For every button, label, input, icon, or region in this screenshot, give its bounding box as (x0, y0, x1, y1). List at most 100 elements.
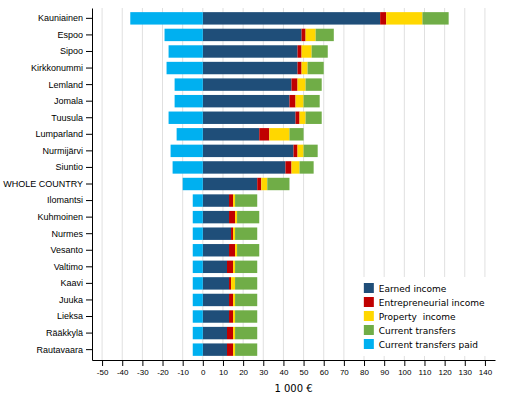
grid-line (162, 8, 163, 360)
grid-line (303, 8, 304, 360)
bar (235, 261, 257, 273)
bar (269, 128, 289, 140)
x-tick: 130 (459, 360, 473, 377)
bar (298, 78, 306, 90)
y-tick: Lieksa (57, 311, 92, 321)
bar (237, 211, 259, 223)
tick-label: Lumparland (35, 129, 83, 139)
y-tick: Jomala (54, 96, 92, 106)
legend: Earned incomeEntrepreneurial incomePrope… (358, 277, 491, 356)
plot: -50-40-30-20-100102030405060708090100110… (3, 8, 495, 377)
tick-mark (424, 360, 425, 366)
tick-mark (445, 360, 446, 366)
bar (203, 327, 227, 339)
bar (193, 277, 203, 289)
bar (302, 29, 306, 41)
tick-label: 110 (419, 368, 432, 377)
tick-mark (404, 360, 405, 366)
tick-mark (86, 299, 92, 300)
tick-label: -40 (117, 368, 129, 377)
tick-mark (102, 360, 103, 366)
x-axis: -50-40-30-20-100102030405060708090100110… (93, 360, 496, 377)
grid-line (102, 8, 103, 360)
tick-label: Nurmes (51, 229, 83, 239)
x-tick: 10 (219, 360, 228, 377)
bar (203, 343, 227, 355)
y-tick: Nurmes (51, 229, 92, 239)
bar (237, 244, 259, 256)
bar (233, 343, 235, 355)
bar (173, 161, 203, 173)
tick-label: Sipoo (60, 46, 83, 56)
bar (169, 112, 203, 124)
tick-mark (283, 360, 284, 366)
bar (233, 227, 235, 239)
tick-mark (203, 360, 204, 366)
bar (233, 294, 235, 306)
tick-label: Kaavi (60, 278, 83, 288)
bar (203, 261, 227, 273)
bar (165, 29, 203, 41)
bar (175, 95, 203, 107)
bar (233, 194, 235, 206)
legend-swatch (364, 297, 374, 307)
tick-mark (364, 360, 365, 366)
tick-mark (324, 360, 325, 366)
tick-mark (86, 184, 92, 185)
y-axis: KauniainenEspooSipooKirkkonummiLemlandJo… (3, 9, 92, 361)
tick-label: Lieksa (57, 311, 83, 321)
bar (193, 194, 203, 206)
tick-label: -30 (137, 368, 149, 377)
x-tick: 110 (419, 360, 432, 377)
bar (296, 95, 304, 107)
bar (203, 277, 229, 289)
bar (203, 178, 257, 190)
bar (285, 161, 291, 173)
bar (308, 62, 324, 74)
bar (304, 95, 320, 107)
tick-mark (86, 250, 92, 251)
tick-label: Kauniainen (38, 13, 83, 23)
bar (203, 244, 229, 256)
tick-label: Juuka (59, 295, 83, 305)
bar (193, 211, 203, 223)
bar (203, 128, 259, 140)
legend-item: Earned income (364, 283, 447, 294)
bar (203, 211, 229, 223)
bar (229, 310, 233, 322)
bar (203, 62, 298, 74)
tick-mark (183, 360, 184, 366)
bar (227, 261, 233, 273)
x-tick: 0 (201, 360, 206, 377)
tick-label: Siuntio (55, 162, 83, 172)
tick-mark (86, 233, 92, 234)
bar (291, 161, 299, 173)
bar (294, 145, 298, 157)
tick-label: -50 (97, 368, 109, 377)
tick-mark (384, 360, 385, 366)
y-tick: Kauniainen (38, 13, 92, 23)
tick-mark (86, 266, 92, 267)
bar (233, 261, 235, 273)
bar (300, 161, 314, 173)
y-tick: Valtimo (54, 262, 92, 272)
legend-swatch (364, 311, 374, 321)
tick-label: 130 (459, 368, 473, 377)
tick-label: 90 (380, 368, 389, 377)
x-tick: -20 (157, 360, 169, 377)
bar (203, 310, 229, 322)
legend-label: Current transfers paid (379, 340, 478, 350)
bar (203, 12, 380, 24)
tick-mark (344, 360, 345, 366)
tick-label: Vesanto (50, 245, 83, 255)
bar (203, 45, 298, 57)
x-tick: 60 (320, 360, 329, 377)
tick-mark (86, 34, 92, 35)
bar (193, 310, 203, 322)
y-tick: WHOLE COUNTRY (3, 179, 92, 189)
tick-mark (86, 349, 92, 350)
bar (235, 310, 257, 322)
bar (193, 261, 203, 273)
tick-mark (86, 68, 92, 69)
x-tick: 100 (398, 360, 412, 377)
